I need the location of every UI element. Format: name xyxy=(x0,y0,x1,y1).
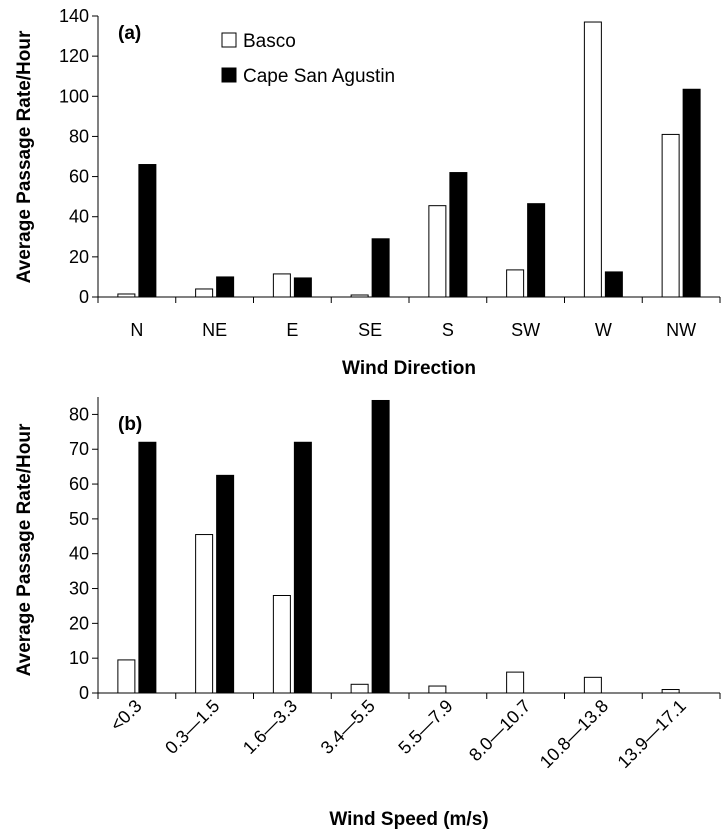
panel-a-bar-basco xyxy=(428,205,447,298)
panel-b-y-tick-label: 40 xyxy=(69,544,89,564)
panel-a-y-tick-label: 120 xyxy=(59,46,89,66)
panel-b-x-tick-label: 13.9—17.1 xyxy=(614,696,690,772)
panel-b-y-tick-label: 10 xyxy=(69,648,89,668)
panel-b-x-tick-label: 0.3—1.5 xyxy=(161,696,223,758)
panel-b-y-tick-label: 50 xyxy=(69,509,89,529)
panel-a-x-axis-title: Wind Direction xyxy=(342,358,476,379)
panel-b-bar-basco xyxy=(428,685,447,694)
panel-b-x-tick-label: 10.8—13.8 xyxy=(536,696,612,772)
panel-b-bar-basco xyxy=(583,676,602,694)
panel-a-y-axis-title: Average Passage Rate/Hour xyxy=(14,30,35,283)
panel-a-x-tick-label: SW xyxy=(511,320,540,340)
panel-a-bar-cape-san-agustin xyxy=(216,276,235,298)
panel-a-y-tick-label: 40 xyxy=(69,207,89,227)
panel-a-bar-basco xyxy=(661,133,680,298)
panel-a-bar-basco xyxy=(117,293,136,298)
panel-a-bar-basco xyxy=(350,294,369,298)
panel-b-y-tick-label: 60 xyxy=(69,474,89,494)
panel-b-chart: (b) Average Passage Rate/Hour Wind Speed… xyxy=(14,397,721,830)
panel-a-y-tick-label: 20 xyxy=(69,247,89,267)
panel-a-x-tick-label: N xyxy=(130,320,143,340)
panel-a-bar-basco xyxy=(506,269,525,298)
panel-a-bar-basco xyxy=(583,21,602,298)
panel-b-bar-cape-san-agustin xyxy=(216,474,235,694)
legend: Basco Cape San Agustin xyxy=(221,31,395,87)
panel-a-chart: (a) Average Passage Rate/Hour Wind Direc… xyxy=(14,6,721,379)
panel-b-label: (b) xyxy=(118,414,142,435)
panel-b-bar-basco xyxy=(117,659,136,694)
panel-b-y-tick-label: 0 xyxy=(79,683,89,703)
panel-a-y-tick-label: 140 xyxy=(59,6,89,26)
panel-a-label: (a) xyxy=(118,23,141,44)
panel-b-x-tick-label: <0.3 xyxy=(106,696,145,735)
panel-a-y-tick-label: 60 xyxy=(69,167,89,187)
panel-b-bar-cape-san-agustin xyxy=(371,399,390,694)
panel-b-bar-basco xyxy=(272,594,291,694)
panel-a-bar-cape-san-agustin xyxy=(682,88,701,298)
panel-b-y-axis-title: Average Passage Rate/Hour xyxy=(14,423,35,676)
panel-a-bar-cape-san-agustin xyxy=(138,164,157,298)
legend-swatch-basco xyxy=(221,32,237,48)
panel-a-bar-basco xyxy=(272,273,291,298)
panel-b-x-tick-label: 8.0—10.7 xyxy=(465,696,534,765)
panel-b-x-axis-title: Wind Speed (m/s) xyxy=(329,809,488,830)
panel-b-y-tick-label: 30 xyxy=(69,579,89,599)
panel-a-x-tick-label: NW xyxy=(666,320,696,340)
panel-a-bar-basco xyxy=(195,288,214,298)
panel-a-y-tick-label: 0 xyxy=(79,287,89,307)
panel-b-x-tick-label: 5.5—7.9 xyxy=(394,696,456,758)
panel-a-x-tick-label: W xyxy=(595,320,612,340)
legend-label-basco: Basco xyxy=(243,31,296,52)
panel-a-bar-cape-san-agustin xyxy=(293,277,312,298)
panel-a-x-tick-label: NE xyxy=(202,320,227,340)
panel-b-bar-basco xyxy=(661,689,680,694)
panel-b-y-tick-label: 20 xyxy=(69,613,89,633)
panel-b-x-tick-label: 1.6—3.3 xyxy=(239,696,301,758)
panel-a-bar-cape-san-agustin xyxy=(527,203,546,298)
panel-b-y-tick-label: 80 xyxy=(69,404,89,424)
panel-a-y-tick-label: 80 xyxy=(69,126,89,146)
legend-label-cape-san-agustin: Cape San Agustin xyxy=(243,66,395,87)
panel-b-bar-cape-san-agustin xyxy=(138,441,157,694)
panel-a-bar-cape-san-agustin xyxy=(449,172,468,298)
panel-b-y-tick-label: 70 xyxy=(69,439,89,459)
legend-swatch-cape-san-agustin xyxy=(221,67,237,83)
panel-b-bar-basco xyxy=(195,534,214,694)
panel-a-x-tick-label: SE xyxy=(358,320,382,340)
panel-a-bar-cape-san-agustin xyxy=(604,271,623,298)
panel-b-bar-basco xyxy=(506,671,525,694)
panel-a-x-tick-label: E xyxy=(286,320,298,340)
panel-a-bar-cape-san-agustin xyxy=(371,238,390,298)
panel-a-y-tick-label: 100 xyxy=(59,86,89,106)
panel-b-x-tick-label: 3.4—5.5 xyxy=(317,696,379,758)
panel-b-bar-basco xyxy=(350,683,369,694)
panel-b-bar-cape-san-agustin xyxy=(293,441,312,694)
panel-a-x-tick-label: S xyxy=(442,320,454,340)
